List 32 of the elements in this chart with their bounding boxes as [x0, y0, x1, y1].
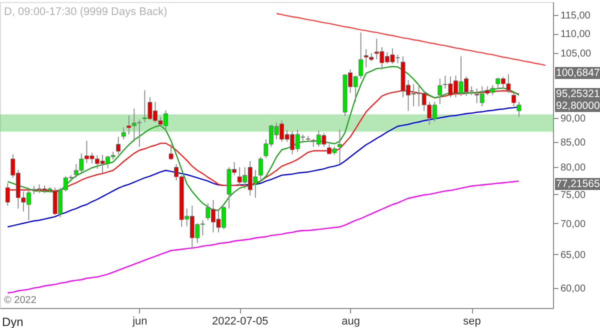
y-tick-label: 110,00 — [560, 29, 591, 40]
candlestick — [338, 129, 342, 165]
candlestick — [438, 78, 442, 105]
y-tick-label: 85,00 — [560, 137, 586, 148]
text: 95,25321 — [556, 88, 600, 100]
y-tick-label: 115,00 — [560, 10, 591, 22]
x-tick-label: sep — [463, 316, 481, 328]
x-tick-label: jun — [132, 316, 148, 328]
x-tick-label: aug — [342, 316, 360, 328]
candlestick — [358, 32, 364, 80]
y-tick-label: 90,00 — [560, 113, 586, 124]
annotation: © 2022 — [4, 295, 37, 306]
y-tick-label: 80,00 — [560, 162, 586, 174]
chart-title: D, 09:00-17:30 (9999 Days Back) — [4, 6, 168, 18]
y-tick-label: 65,00 — [560, 250, 586, 261]
line-series — [7, 180, 520, 294]
text: 92,80000 — [556, 100, 600, 112]
candlestick — [5, 182, 10, 206]
x-tick-label: 2022-07-05 — [212, 316, 268, 328]
y-tick-label: 60,00 — [560, 283, 586, 294]
text: 100,6847 — [556, 67, 600, 79]
y-tick-label: 105,00 — [560, 48, 592, 60]
candlestick — [168, 144, 174, 160]
candlestick — [121, 126, 126, 140]
y-tick-label: 70,00 — [560, 218, 586, 230]
y-tick-label: 75,00 — [560, 190, 586, 201]
candlestick — [258, 156, 263, 182]
candlestick — [116, 136, 121, 155]
line-series — [276, 12, 546, 66]
candlestick — [511, 92, 516, 107]
text: 77,21565 — [556, 178, 600, 190]
candlestick — [516, 101, 522, 118]
